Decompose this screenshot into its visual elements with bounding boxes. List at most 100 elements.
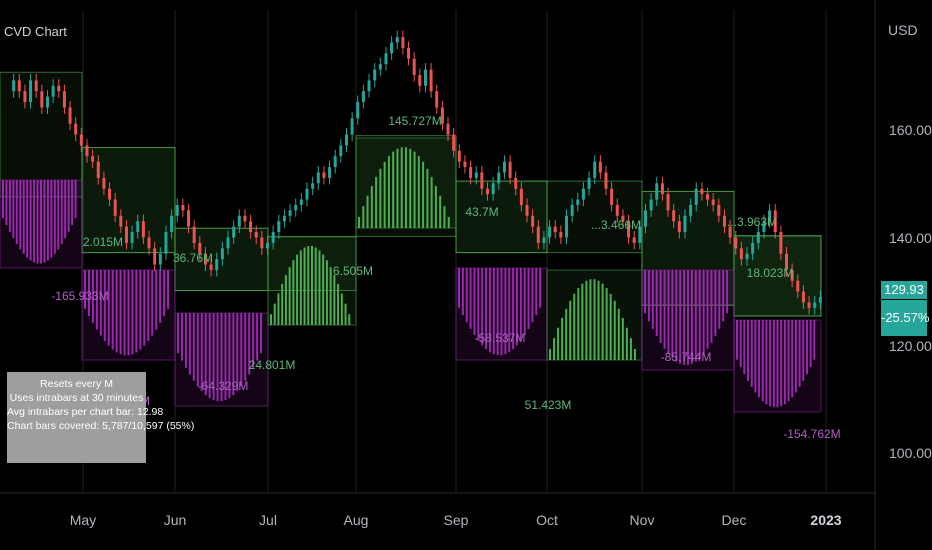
price-box-10 [546, 180, 643, 254]
candle-body-39 [226, 237, 230, 249]
candle-body-8 [51, 85, 55, 97]
cvd-label-8: 43.7M [465, 205, 498, 219]
candle-body-1 [12, 80, 16, 92]
candle-body-52 [299, 199, 303, 205]
candle-body-113 [643, 210, 647, 227]
cvd-label-10: 51.423M [525, 398, 572, 412]
cvd-label-15: -154.762M [783, 427, 840, 441]
candle-body-87 [497, 172, 501, 184]
candle-body-143 [813, 302, 817, 308]
candle-body-38 [220, 248, 224, 260]
x-label-2023: 2023 [810, 512, 842, 528]
candle-body-61 [350, 118, 354, 135]
candle-body-51 [294, 204, 298, 211]
candle-body-108 [615, 204, 619, 216]
candle-body-12 [74, 123, 78, 135]
candle-body-26 [153, 248, 157, 265]
candle-body-49 [282, 215, 286, 222]
cvd-label-14: 18.023M [747, 266, 794, 280]
candle-body-10 [62, 91, 66, 108]
candle-body-73 [418, 74, 422, 86]
candle-body-2 [17, 80, 21, 92]
candle-body-32 [187, 210, 191, 227]
candle-body-128 [728, 226, 732, 238]
candle-body-79 [452, 134, 456, 151]
candle-body-4 [29, 80, 33, 103]
x-label-dec: Dec [721, 512, 747, 528]
candle-body-134 [762, 221, 766, 233]
candle-body-132 [751, 242, 755, 254]
cvd-label-7: 145.727M [388, 114, 441, 128]
candle-body-86 [491, 183, 495, 195]
candle-body-105 [598, 161, 602, 173]
candle-body-24 [141, 221, 145, 238]
price-tick-160: 160.00 [889, 122, 932, 138]
currency-label[interactable]: USD [888, 22, 918, 38]
candle-body-40 [232, 226, 236, 238]
chart-title: CVD Chart [4, 24, 67, 39]
cvd-label-9: -58.537M [475, 331, 526, 345]
candle-body-15 [91, 156, 95, 162]
candle-body-64 [367, 80, 371, 92]
candle-body-72 [412, 58, 416, 75]
candle-body-9 [57, 85, 61, 92]
candle-body-75 [429, 69, 433, 92]
candle-body-141 [801, 291, 805, 303]
candle-body-110 [627, 221, 631, 238]
candle-body-127 [722, 215, 726, 227]
candle-body-136 [773, 210, 777, 233]
last-change-badge: -25.57% [881, 300, 929, 336]
candle-body-48 [277, 221, 281, 233]
candle-body-139 [790, 269, 794, 281]
candle-body-118 [672, 210, 676, 222]
cvd-label-5: 24.801M [249, 358, 296, 372]
info-line-coverage: Chart bars covered: 5,787/10,597 (55%) [7, 420, 195, 432]
candle-body-101 [576, 199, 580, 205]
price-tick-140: 140.00 [889, 230, 932, 246]
candle-body-54 [311, 183, 315, 189]
candle-body-133 [756, 232, 760, 243]
candle-body-19 [113, 199, 117, 216]
candle-body-80 [457, 150, 461, 162]
candle-body-98 [559, 232, 563, 238]
candle-body-60 [344, 134, 348, 146]
candle-body-103 [587, 177, 591, 189]
candle-body-92 [525, 204, 529, 216]
candle-body-83 [474, 172, 478, 178]
candle-body-16 [96, 161, 100, 178]
info-line-intrabars: Uses intrabars at 30 minutes [9, 392, 144, 404]
cvd-label-12: -85.744M [661, 350, 712, 364]
candle-body-43 [249, 221, 253, 233]
cvd-label-1: 2.015M [83, 235, 123, 249]
x-label-nov: Nov [629, 512, 655, 528]
candle-body-59 [339, 145, 343, 157]
candle-body-25 [147, 237, 151, 249]
candle-body-7 [45, 96, 49, 108]
x-label-may: May [69, 512, 97, 528]
price-tick-100: 100.00 [889, 445, 932, 461]
candle-body-81 [463, 161, 467, 168]
candle-body-36 [209, 264, 213, 270]
candle-body-121 [689, 204, 693, 216]
candle-body-122 [694, 188, 698, 205]
candle-body-42 [243, 215, 247, 222]
candle-body-23 [136, 221, 140, 233]
candle-body-30 [175, 204, 179, 216]
candle-body-77 [440, 107, 444, 124]
candle-body-70 [401, 37, 405, 48]
x-label-jul: Jul [259, 512, 277, 528]
candle-body-67 [384, 53, 388, 65]
candle-body-99 [564, 215, 568, 238]
candle-body-45 [260, 237, 264, 249]
candle-body-107 [610, 188, 614, 205]
candle-body-41 [237, 215, 241, 227]
candle-body-14 [85, 145, 89, 157]
candle-body-135 [768, 210, 772, 222]
candle-body-115 [655, 183, 659, 200]
candle-body-144 [818, 297, 822, 303]
candle-body-29 [170, 215, 174, 233]
candle-body-129 [734, 237, 738, 249]
candle-body-90 [514, 177, 518, 189]
candle-body-37 [215, 259, 219, 270]
